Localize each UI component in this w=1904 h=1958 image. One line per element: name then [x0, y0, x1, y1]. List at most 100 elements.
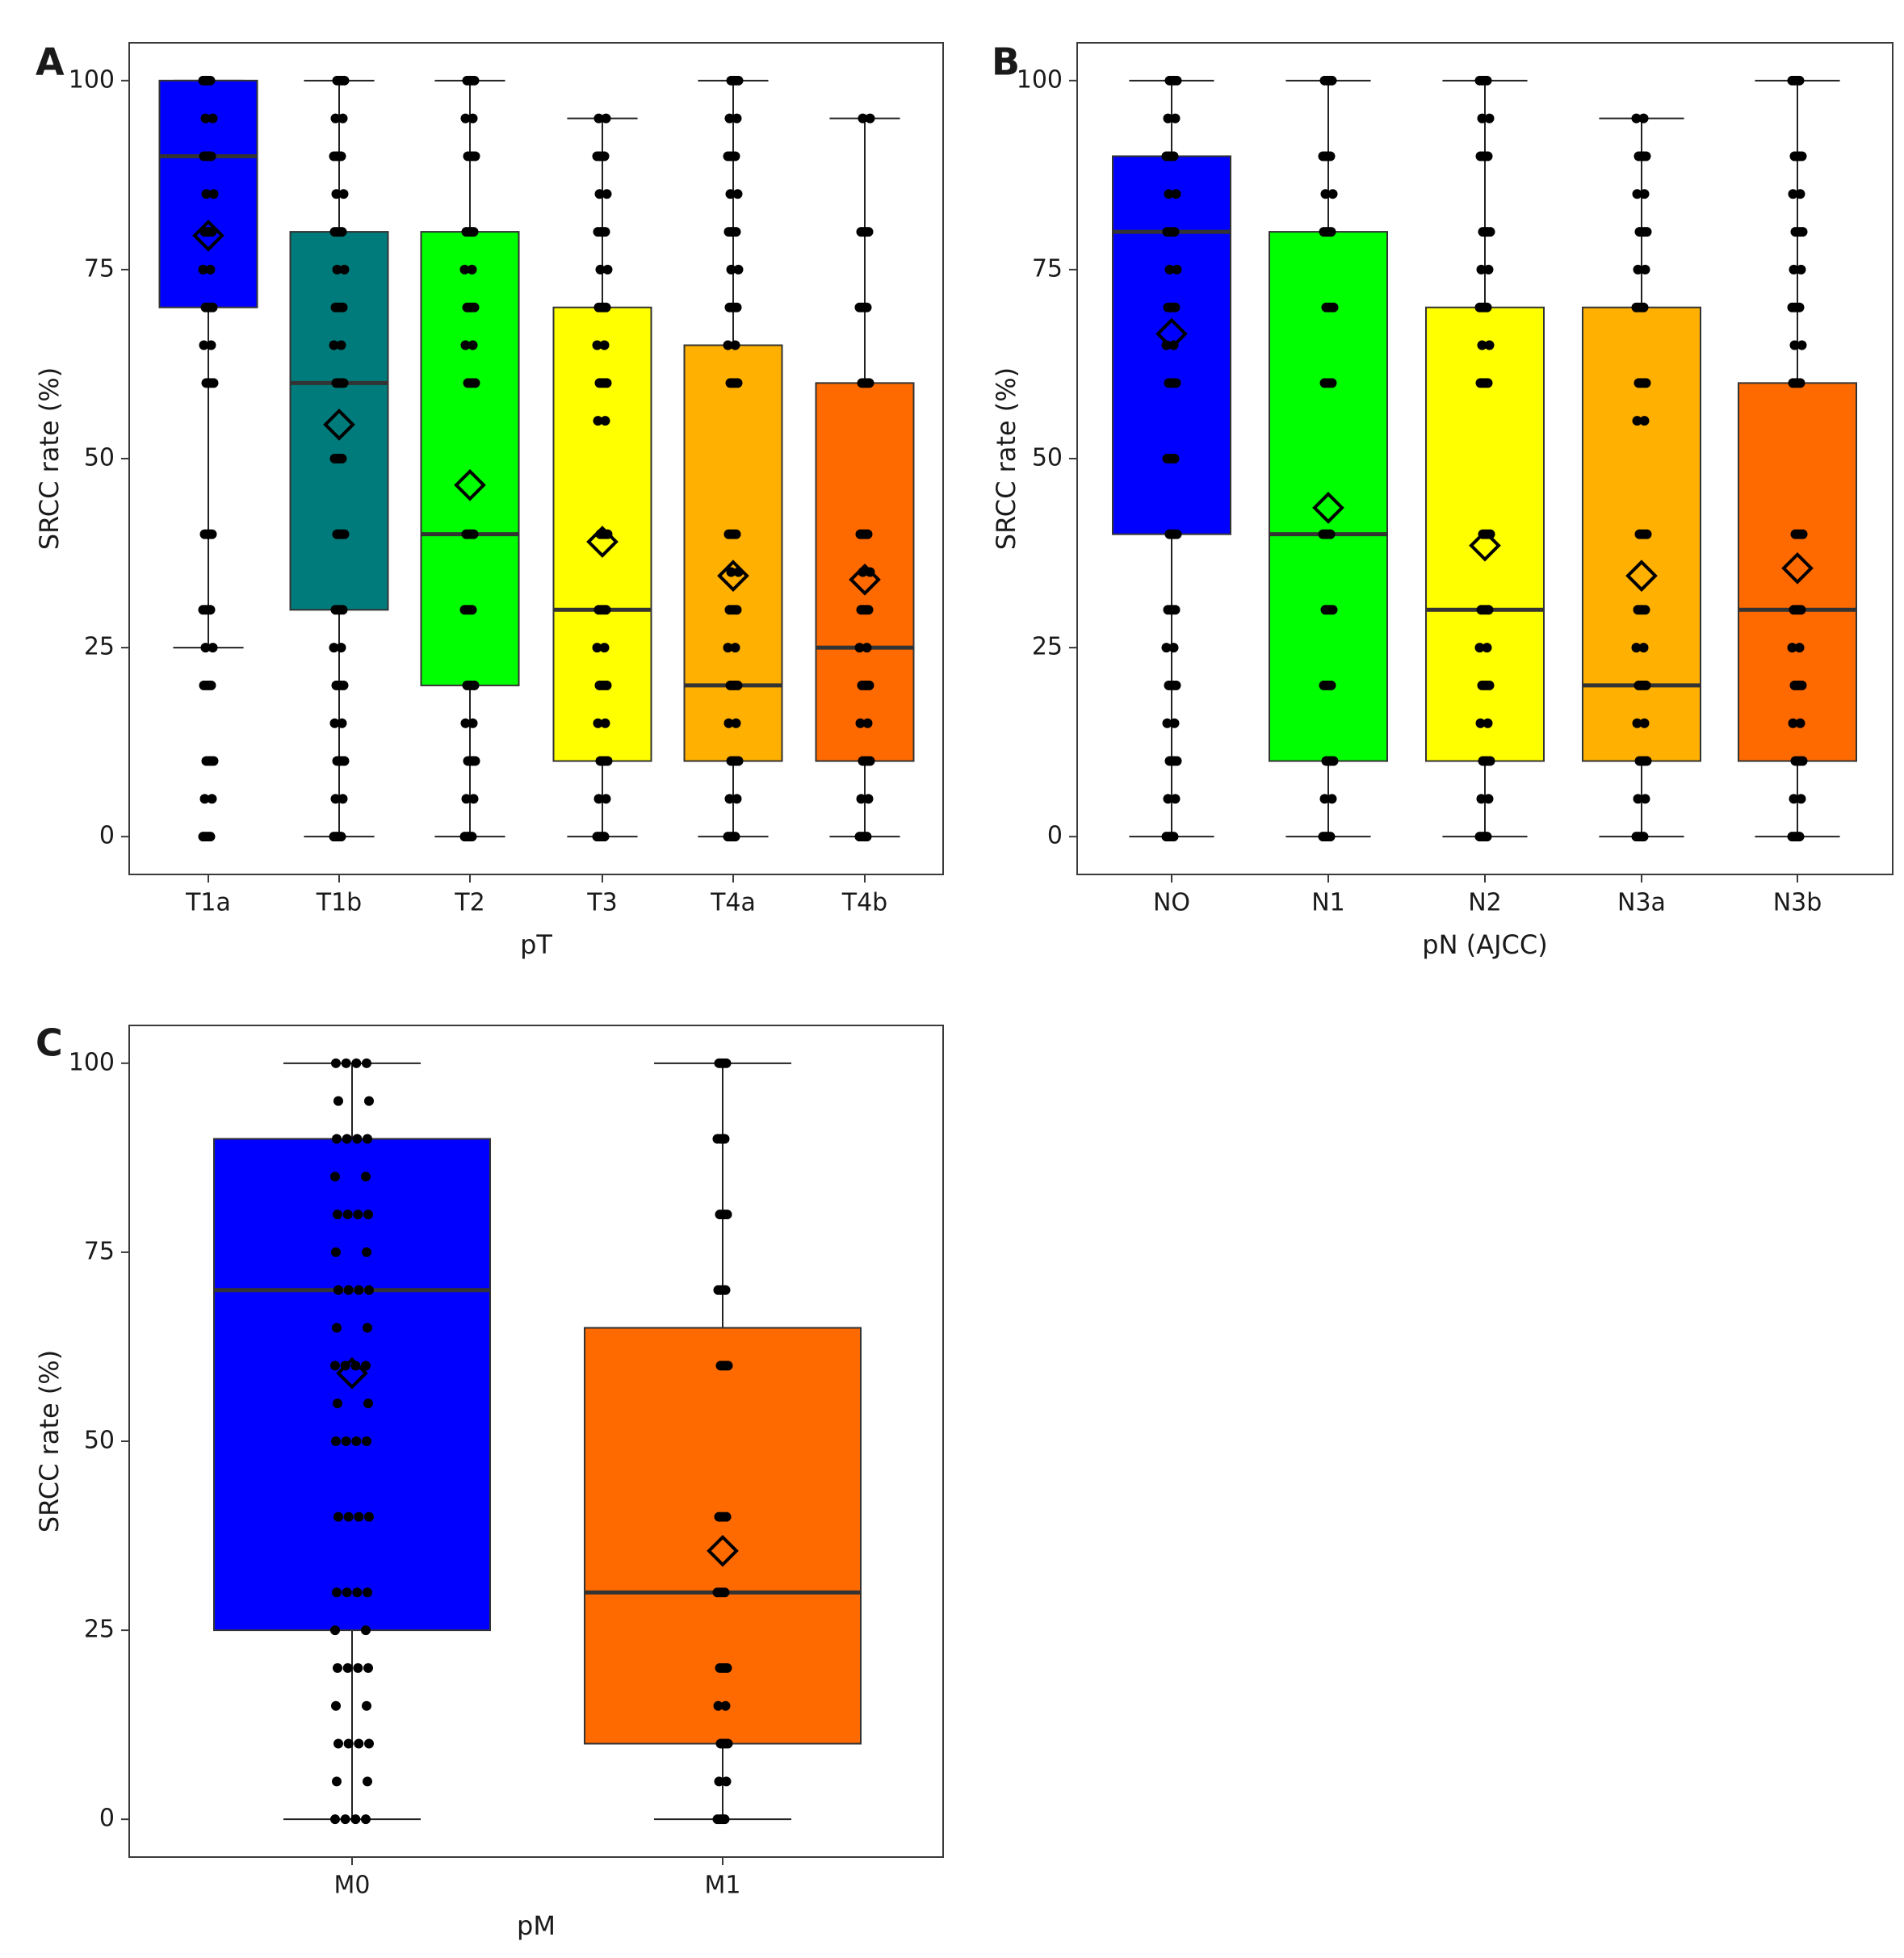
- data-point: [362, 1058, 371, 1068]
- data-point: [1639, 718, 1650, 728]
- data-point: [721, 1058, 732, 1068]
- data-point: [1325, 151, 1336, 161]
- data-point: [342, 1587, 352, 1598]
- panel-letter-b: B: [992, 40, 1020, 84]
- data-point: [1485, 227, 1495, 237]
- data-point: [722, 1210, 732, 1220]
- data-point: [713, 1700, 723, 1711]
- data-point: [205, 832, 216, 842]
- data-point: [1796, 264, 1806, 275]
- data-point: [863, 227, 874, 237]
- x-tick-label-m0: M0: [334, 1872, 371, 1900]
- data-point: [467, 264, 477, 275]
- data-point: [459, 264, 470, 275]
- data-point: [721, 1776, 732, 1787]
- data-point: [468, 227, 479, 237]
- data-point: [1788, 718, 1798, 728]
- data-point: [468, 529, 479, 539]
- mean-marker: [849, 563, 881, 596]
- mean-marker: [717, 560, 749, 592]
- data-point: [354, 1285, 364, 1295]
- data-point: [353, 1210, 363, 1220]
- box-group-no: [1112, 75, 1231, 842]
- data-point: [333, 1511, 343, 1522]
- data-point: [1326, 680, 1336, 690]
- data-point: [339, 264, 350, 275]
- data-point: [1172, 264, 1182, 275]
- data-point: [601, 113, 611, 124]
- data-point: [1484, 340, 1495, 350]
- data-point: [719, 1134, 730, 1144]
- data-point: [331, 1058, 341, 1068]
- data-point: [361, 1172, 371, 1182]
- data-point: [1325, 529, 1336, 539]
- data-point: [1482, 832, 1492, 842]
- data-point: [342, 1210, 353, 1220]
- data-point: [862, 718, 873, 728]
- mean-marker: [1625, 560, 1658, 592]
- data-point: [461, 794, 472, 804]
- data-point: [1797, 151, 1807, 161]
- data-point: [1476, 264, 1487, 275]
- data-point: [338, 605, 348, 615]
- data-point: [205, 75, 216, 86]
- data-point: [337, 718, 347, 728]
- data-point: [732, 794, 742, 804]
- data-point: [1483, 718, 1493, 728]
- data-point: [863, 794, 874, 804]
- data-point: [1163, 113, 1173, 124]
- x-tick-label-t4a: T4a: [710, 889, 756, 917]
- data-point: [1482, 75, 1492, 86]
- data-point: [206, 340, 216, 350]
- data-point: [1327, 605, 1338, 615]
- data-point: [1477, 113, 1487, 124]
- data-point: [1795, 189, 1805, 199]
- data-point: [331, 1700, 341, 1711]
- data-point: [363, 1210, 373, 1220]
- data-point: [208, 113, 218, 124]
- data-point: [732, 113, 742, 124]
- data-point: [363, 1587, 372, 1598]
- data-point: [361, 1361, 371, 1371]
- data-point: [353, 1662, 363, 1673]
- data-point: [330, 1361, 340, 1371]
- data-point: [731, 718, 741, 728]
- mean-marker: [707, 1534, 739, 1567]
- data-point: [730, 340, 740, 350]
- data-point: [333, 1285, 343, 1295]
- x-axis-label: pN (AJCC): [1422, 929, 1547, 960]
- data-point: [460, 340, 471, 350]
- data-point: [1171, 378, 1181, 388]
- data-point: [208, 643, 218, 653]
- data-point: [600, 718, 610, 728]
- data-point: [205, 264, 216, 275]
- data-point: [599, 643, 610, 653]
- data-point: [593, 718, 603, 728]
- data-point: [726, 264, 736, 275]
- data-point: [339, 529, 350, 539]
- data-point: [1795, 718, 1805, 728]
- mean-marker: [586, 526, 619, 558]
- data-point: [1640, 794, 1650, 804]
- data-point: [1642, 529, 1652, 539]
- data-point: [1320, 189, 1331, 199]
- data-point: [333, 1210, 342, 1220]
- data-point: [1172, 756, 1182, 766]
- mean-marker: [1781, 551, 1814, 585]
- box-group-n1: [1269, 75, 1388, 842]
- data-point: [343, 1511, 354, 1522]
- box-t4a: [683, 344, 783, 762]
- data-point: [468, 794, 479, 804]
- data-point: [1797, 756, 1808, 766]
- data-point: [1168, 832, 1179, 842]
- data-point: [1789, 264, 1799, 275]
- data-point: [331, 189, 342, 199]
- data-point: [351, 1436, 362, 1446]
- data-point: [468, 340, 478, 350]
- data-point: [364, 1511, 374, 1522]
- data-point: [467, 832, 477, 842]
- box-n3b: [1738, 382, 1857, 762]
- data-point: [330, 794, 341, 804]
- data-point: [726, 567, 736, 577]
